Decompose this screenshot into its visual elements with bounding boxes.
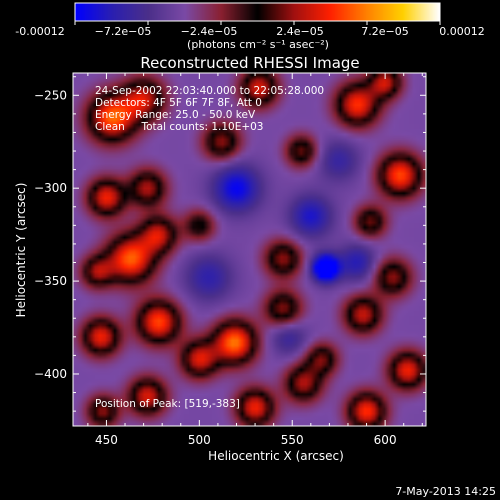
colorbar-frame xyxy=(74,2,441,22)
generation-date: 7-May-2013 14:25 xyxy=(395,485,496,498)
axis-ticks: 450 500 550 600 −250 −300 −350 −400 xyxy=(34,73,426,447)
y-axis-label: Heliocentric Y (arcsec) xyxy=(14,183,28,318)
x-tick-label-2: 550 xyxy=(281,433,304,447)
colorbar-units: (photons cm⁻² s⁻¹ asec⁻²) xyxy=(187,38,329,51)
plot-frame xyxy=(72,72,427,427)
x-tick-label-3: 600 xyxy=(374,433,397,447)
colorbar-ticks xyxy=(74,21,441,25)
colorbar-tick-label-3: 2.4e−05 xyxy=(276,25,323,38)
annotation-clean-counts: Clean Total counts: 1.10E+03 xyxy=(95,121,264,133)
annotation-block: 24-Sep-2002 22:03:40.000 to 22:05:28.000… xyxy=(95,85,324,133)
colorbar-tick-label-4: 7.2e−05 xyxy=(361,25,408,38)
annotation-detectors: Detectors: 4F 5F 6F 7F 8F, Att 0 xyxy=(95,97,262,109)
x-tick-label-1: 500 xyxy=(188,433,211,447)
colorbar-tick-label-1: −7.2e−05 xyxy=(95,25,152,38)
annotation-time-range: 24-Sep-2002 22:03:40.000 to 22:05:28.000 xyxy=(95,85,324,97)
y-tick-label-0: −250 xyxy=(34,88,67,102)
annotation-energy-range: Energy Range: 25.0 - 50.0 keV xyxy=(95,109,256,121)
chart-title: Reconstructed RHESSI Image xyxy=(140,54,359,72)
y-tick-label-1: −300 xyxy=(34,181,67,195)
colorbar: -0.00012 −7.2e−05 −2.4e−05 2.4e−05 7.2e−… xyxy=(15,2,485,51)
x-tick-label-0: 450 xyxy=(95,433,118,447)
colorbar-tick-label-5: 0.00012 xyxy=(439,25,485,38)
peak-position-label: Position of Peak: [519,-383] xyxy=(95,398,240,410)
y-tick-label-2: −350 xyxy=(34,274,67,288)
heatmap-image xyxy=(73,73,426,426)
x-axis-label: Heliocentric X (arcsec) xyxy=(208,449,344,463)
colorbar-gradient xyxy=(75,3,440,21)
colorbar-tick-label-2: −2.4e−05 xyxy=(181,25,238,38)
y-tick-label-3: −400 xyxy=(34,367,67,381)
colorbar-tick-label-0: -0.00012 xyxy=(15,25,64,38)
